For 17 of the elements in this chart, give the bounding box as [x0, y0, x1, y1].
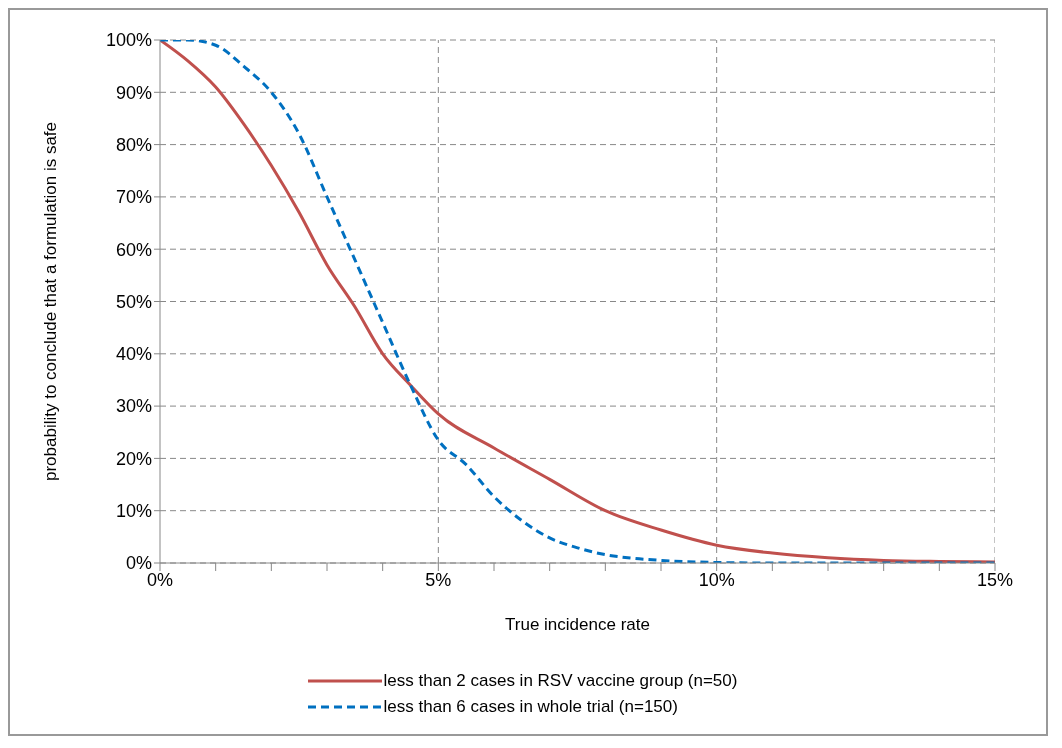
- legend-label: less than 2 cases in RSV vaccine group (n=50): [383, 671, 738, 691]
- y-axis-title: probability to conclude that a formulation is safe: [41, 121, 61, 482]
- y-tick-label: 70%: [115, 187, 152, 208]
- y-tick-label: 40%: [115, 344, 152, 365]
- x-axis-title: True incidence rate: [505, 615, 650, 635]
- x-tick-label: 15%: [976, 569, 1014, 590]
- y-tick-label: 10%: [115, 501, 152, 522]
- y-tick-label: 20%: [115, 448, 152, 469]
- y-tick-label: 100%: [105, 30, 152, 51]
- y-tick-label: 60%: [115, 239, 152, 260]
- y-tick-label: 80%: [115, 134, 152, 155]
- y-tick-label: 50%: [115, 291, 152, 312]
- legend-label: less than 6 cases in whole trial (n=150): [383, 697, 678, 717]
- y-tick-label: 30%: [115, 396, 152, 417]
- x-tick-label: 10%: [698, 569, 735, 590]
- y-tick-label: 90%: [115, 82, 152, 103]
- x-tick-label: 5%: [425, 569, 452, 590]
